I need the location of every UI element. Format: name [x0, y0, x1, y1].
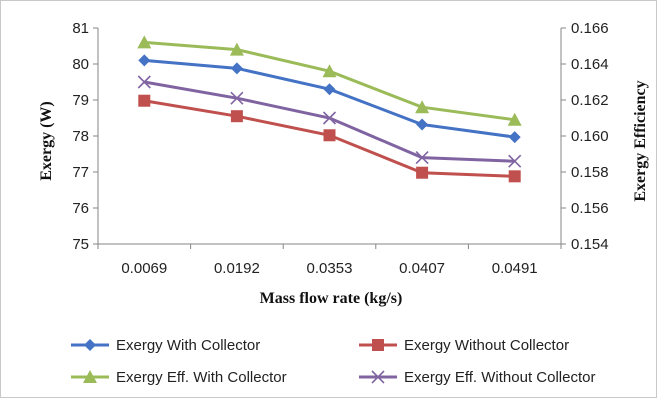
- x-tick-label: 0.0491: [492, 260, 538, 277]
- y-axis-left-title: Exergy (W): [38, 101, 55, 181]
- x-tick-label: 0.0069: [121, 260, 167, 277]
- y-right-tick-label: 0.160: [571, 128, 609, 145]
- legend-swatch-marker: [372, 339, 384, 351]
- data-point: [507, 112, 522, 126]
- data-point: [137, 35, 152, 49]
- data-point: [508, 154, 522, 168]
- y-left-tick-label: 80: [72, 56, 89, 73]
- legend-label: Exergy With Collector: [116, 337, 260, 354]
- data-point: [138, 94, 151, 107]
- y-left-tick-label: 79: [72, 92, 89, 109]
- y-left-tick-label: 77: [72, 164, 89, 181]
- series-1: [138, 94, 521, 183]
- y-left-tick-label: 78: [72, 128, 89, 145]
- y-axis-right-title: Exergy Efficiency: [632, 80, 649, 201]
- y-left-tick-label: 81: [72, 20, 89, 37]
- legend-swatch-marker: [371, 370, 385, 384]
- x-tick-label: 0.0407: [399, 260, 445, 277]
- y-right-tick-label: 0.154: [571, 236, 609, 253]
- y-right-tick-label: 0.158: [571, 164, 609, 181]
- data-point: [322, 111, 337, 125]
- data-point: [416, 166, 429, 179]
- legend-item: Exergy Eff. With Collector: [71, 369, 287, 386]
- data-point: [508, 131, 521, 144]
- data-point: [416, 118, 429, 131]
- data-point: [508, 170, 521, 183]
- y-right-tick-label: 0.164: [571, 56, 609, 73]
- legend-label: Exergy Eff. Without Collector: [404, 369, 595, 386]
- data-point: [230, 62, 243, 75]
- y-right-tick-label: 0.166: [571, 20, 609, 37]
- data-point: [230, 110, 243, 123]
- legend-label: Exergy Without Collector: [404, 337, 569, 354]
- x-tick-label: 0.0353: [307, 260, 353, 277]
- legend-label: Exergy Eff. With Collector: [116, 369, 287, 386]
- legend-swatch-marker: [83, 370, 97, 383]
- data-point: [229, 42, 244, 56]
- legend: Exergy With Collector Exergy Without Coll…: [71, 337, 595, 386]
- axes: [93, 27, 566, 249]
- legend-item: Exergy With Collector: [71, 337, 260, 354]
- legend-item: Exergy Without Collector: [359, 337, 569, 354]
- data-point: [137, 75, 151, 89]
- tick-labels: 75 76 77 78 79 80 81 0.154 0.156 0.158 0.160 0.162 0…: [72, 20, 608, 277]
- data-point: [230, 91, 244, 105]
- legend-swatch-marker: [84, 339, 96, 351]
- series-line: [144, 40, 515, 122]
- y-right-tick-label: 0.156: [571, 200, 609, 217]
- data-point: [323, 83, 336, 96]
- legend-item: Exergy Eff. Without Collector: [359, 369, 595, 386]
- y-right-tick-label: 0.162: [571, 92, 609, 109]
- y-left-tick-label: 76: [72, 200, 89, 217]
- series-3: [137, 75, 522, 168]
- x-axis-title: Mass flow rate (kg/s): [260, 290, 403, 307]
- data-point: [415, 151, 429, 165]
- data-point: [415, 100, 430, 114]
- y-left-tick-label: 75: [72, 236, 89, 253]
- series-group: [137, 35, 522, 183]
- x-tick-label: 0.0192: [214, 260, 260, 277]
- series-2: [137, 35, 522, 126]
- series-0: [138, 54, 521, 144]
- data-point: [138, 54, 151, 67]
- data-point: [322, 64, 337, 78]
- data-point: [323, 129, 336, 142]
